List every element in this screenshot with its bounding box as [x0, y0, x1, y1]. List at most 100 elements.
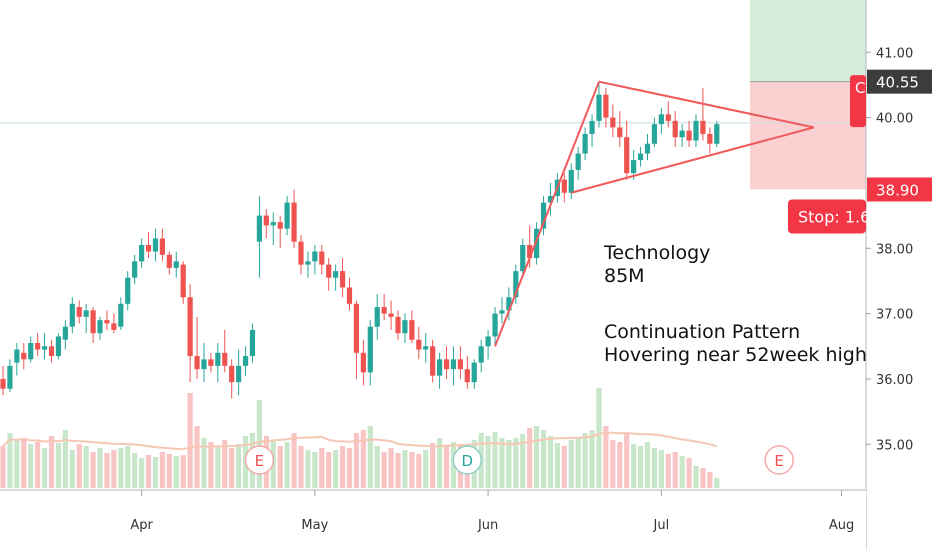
- candle-body: [561, 179, 567, 193]
- candle-body: [55, 336, 62, 357]
- candle-body: [139, 245, 145, 262]
- candle-body: [312, 251, 318, 262]
- y-tick-label: 35.00: [876, 438, 913, 453]
- candle-body: [471, 362, 477, 383]
- order-marker: [850, 75, 866, 128]
- candle-body: [291, 202, 297, 242]
- candle-body: [236, 365, 242, 383]
- annotation-line: Hovering near 52week high: [604, 344, 867, 366]
- volume-bar: [139, 458, 145, 488]
- pattern-trendlines: [494, 80, 815, 347]
- stop-zone: [750, 81, 866, 190]
- volume-bar: [90, 452, 96, 488]
- volume-moving-average: [2, 431, 718, 451]
- volume-bar: [568, 440, 574, 488]
- candle-body: [492, 313, 498, 337]
- volume-bar: [714, 478, 720, 488]
- volume-bar: [707, 472, 713, 488]
- candle-body: [679, 130, 685, 138]
- time-axis[interactable]: Apr May Jun Jul Aug: [130, 490, 854, 533]
- earnings-marker: [764, 445, 794, 475]
- volume-bar: [686, 458, 692, 488]
- volume-bar: [499, 438, 505, 488]
- candle-body: [215, 352, 221, 366]
- candle-body: [443, 359, 450, 370]
- candle-body: [152, 238, 159, 252]
- candle-body: [367, 326, 373, 373]
- candle-body: [686, 130, 692, 141]
- candle-body: [333, 271, 339, 278]
- annotation-line: Technology: [603, 242, 710, 264]
- candle-body: [402, 320, 408, 334]
- candle-series: [0, 81, 720, 399]
- candle-body: [617, 127, 623, 138]
- candle-body: [339, 271, 346, 288]
- volume-bar: [333, 450, 339, 488]
- volume-bar: [346, 448, 353, 488]
- candle-body: [707, 133, 713, 144]
- y-tick-label: 41.00: [876, 46, 913, 61]
- volume-bar: [637, 446, 644, 488]
- volume-bar: [693, 466, 699, 488]
- candle-body: [436, 359, 443, 376]
- candle-body: [7, 365, 13, 389]
- volume-bar: [145, 455, 152, 488]
- volume-bar: [277, 446, 283, 488]
- candle-body: [69, 303, 75, 327]
- time-axis-background: [0, 490, 866, 550]
- candle-body: [277, 222, 283, 229]
- candle-body: [610, 117, 616, 128]
- candle-body: [596, 94, 602, 121]
- volume-bar: [603, 426, 609, 488]
- candle-body: [187, 297, 193, 357]
- candle-body: [97, 320, 103, 334]
- candle-body: [672, 120, 678, 138]
- y-tick-label: 37.00: [876, 308, 913, 323]
- price-axis[interactable]: 41.00 40.00 38.00 37.00 36.00 35.00: [866, 46, 913, 453]
- volume-bar: [388, 448, 394, 488]
- volume-bar: [201, 438, 207, 488]
- candle-body: [353, 303, 360, 353]
- x-tick-label: Jul: [653, 518, 670, 533]
- volume-bar: [208, 442, 214, 488]
- volume-bar: [381, 452, 387, 488]
- volume-bar: [111, 450, 117, 488]
- volume-bar: [610, 440, 616, 488]
- volume-bar: [256, 400, 263, 488]
- annotation-line: Continuation Pattern: [604, 321, 800, 343]
- candle-body: [624, 137, 630, 174]
- volume-bar: [166, 454, 172, 488]
- price-tag: [867, 69, 932, 94]
- candle-body: [83, 310, 89, 317]
- volume-bar: [513, 438, 519, 488]
- volume-bar: [506, 440, 512, 488]
- candle-body: [499, 310, 505, 314]
- volume-bar: [319, 448, 325, 488]
- volume-bar: [353, 433, 360, 488]
- volume-bar: [222, 440, 228, 488]
- candle-body: [21, 352, 27, 360]
- volume-bar: [575, 438, 581, 488]
- volume-bar: [617, 442, 623, 488]
- candle-body: [637, 153, 644, 161]
- candle-body: [263, 215, 269, 226]
- x-tick-label: Jun: [477, 518, 498, 533]
- volume-bar: [596, 388, 602, 488]
- price-tag-label: 38.90: [876, 181, 919, 199]
- x-tick-label: May: [301, 518, 328, 533]
- candle-body: [41, 346, 48, 350]
- candle-body: [284, 202, 290, 229]
- candle-body: [520, 245, 526, 272]
- candle-body: [305, 261, 311, 265]
- volume-bar: [83, 446, 89, 488]
- candle-body: [90, 310, 96, 334]
- candle-body: [568, 169, 574, 193]
- candle-body: [700, 120, 706, 134]
- candle-body: [589, 120, 595, 134]
- volume-bar: [561, 446, 567, 488]
- volume-bar: [582, 433, 588, 488]
- volume-bar: [76, 444, 82, 488]
- y-tick-label: 38.00: [876, 242, 913, 257]
